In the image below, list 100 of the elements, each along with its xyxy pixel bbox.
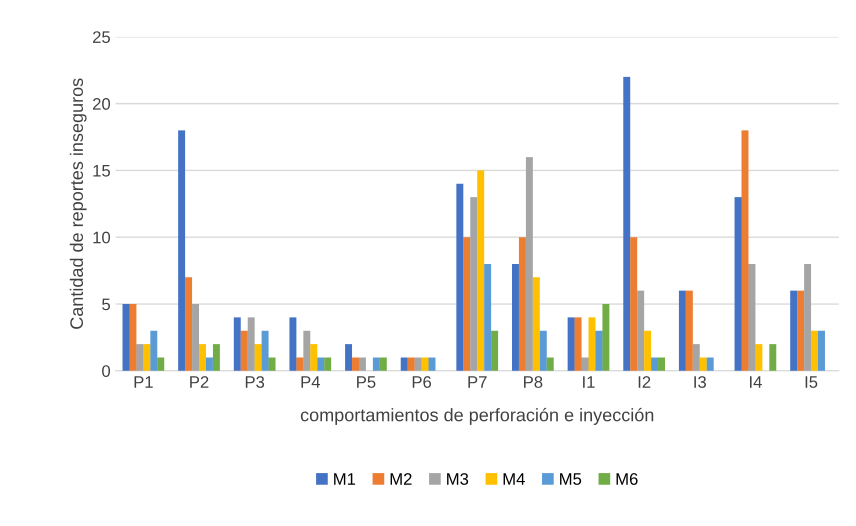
bar — [630, 237, 638, 371]
x-tick-label: I1 — [583, 376, 595, 388]
bar — [742, 130, 748, 371]
bar — [623, 76, 630, 371]
bar — [700, 357, 707, 371]
bar — [372, 357, 380, 371]
bar — [185, 277, 192, 371]
bar — [317, 357, 324, 371]
y-tick-label: 25 — [93, 31, 110, 44]
bar — [686, 290, 693, 371]
x-tick-label: P3 — [246, 376, 264, 388]
bar — [790, 290, 798, 371]
bar — [324, 357, 332, 371]
bar — [422, 357, 429, 371]
x-tick-label: P5 — [357, 376, 376, 388]
x-tick-label: P4 — [301, 376, 320, 388]
bar — [818, 330, 825, 371]
y-tick-label: 0 — [102, 365, 110, 378]
bar — [268, 357, 276, 371]
legend-label: M2 — [390, 473, 412, 485]
bar — [248, 317, 255, 371]
bar — [296, 357, 304, 371]
bar — [408, 357, 415, 371]
bar — [414, 357, 422, 371]
bar — [602, 304, 610, 371]
bar — [136, 344, 144, 371]
bar — [546, 357, 554, 371]
bar — [518, 237, 526, 371]
bar — [212, 344, 220, 371]
bar — [477, 170, 484, 371]
bar — [568, 317, 575, 371]
x-tick-label: I5 — [806, 376, 818, 388]
bar — [491, 330, 498, 371]
legend-label: M1 — [334, 473, 356, 485]
bar — [658, 357, 666, 371]
bar — [428, 357, 436, 371]
bar — [532, 277, 540, 371]
bar — [574, 317, 582, 371]
bar — [692, 344, 700, 371]
bar — [143, 344, 150, 371]
bar — [150, 330, 158, 371]
bar — [456, 184, 464, 371]
bar — [240, 330, 248, 371]
bar — [380, 357, 387, 371]
bar — [178, 130, 186, 371]
x-axis-title: comportamientos de perforación e inyección — [300, 408, 654, 425]
bar — [129, 304, 136, 371]
legend-label: M3 — [447, 473, 468, 485]
bar — [637, 290, 644, 371]
bar — [157, 357, 164, 371]
bar — [400, 357, 408, 371]
legend-label: M5 — [560, 473, 582, 485]
bar — [303, 330, 310, 371]
bar — [463, 237, 470, 371]
bar — [755, 344, 762, 371]
bar — [540, 330, 547, 371]
legend-label: M6 — [616, 473, 638, 485]
bar — [122, 304, 130, 371]
bar — [595, 330, 602, 371]
bar — [206, 357, 213, 371]
bar — [678, 290, 686, 371]
x-tick-label: I3 — [694, 376, 706, 388]
y-tick-label: 5 — [102, 298, 110, 310]
bar — [345, 344, 352, 371]
legend-label: M4 — [504, 473, 525, 485]
x-tick-label: I2 — [638, 376, 650, 388]
bar — [526, 157, 533, 371]
bar — [199, 344, 206, 371]
y-tick-label: 20 — [93, 98, 110, 110]
x-tick-label: P7 — [468, 376, 487, 388]
bar — [734, 197, 742, 371]
y-tick-label: 10 — [93, 232, 110, 244]
x-tick-label: P8 — [524, 376, 542, 388]
bar — [192, 304, 200, 371]
bar — [769, 344, 776, 371]
bar — [310, 344, 318, 371]
bar — [484, 264, 492, 371]
bar — [358, 357, 366, 371]
y-axis-title: Cantidad de reportes inseguros — [70, 78, 87, 329]
bar — [748, 264, 756, 371]
bar — [706, 357, 714, 371]
bar — [797, 290, 804, 371]
bar — [262, 330, 269, 371]
bar — [234, 317, 241, 371]
bar — [588, 317, 596, 371]
bar — [512, 264, 519, 371]
bar — [644, 330, 652, 371]
x-tick-label: P1 — [134, 376, 153, 388]
bar — [254, 344, 262, 371]
bar — [651, 357, 658, 371]
x-tick-label: P6 — [412, 376, 432, 388]
bar — [470, 197, 478, 371]
y-tick-label: 15 — [93, 164, 110, 177]
x-tick-label: I4 — [750, 376, 762, 388]
bar — [811, 330, 818, 371]
bar — [582, 357, 588, 371]
bar — [804, 264, 812, 371]
bar — [352, 357, 359, 371]
x-tick-label: P2 — [190, 376, 208, 388]
bar — [289, 317, 296, 371]
